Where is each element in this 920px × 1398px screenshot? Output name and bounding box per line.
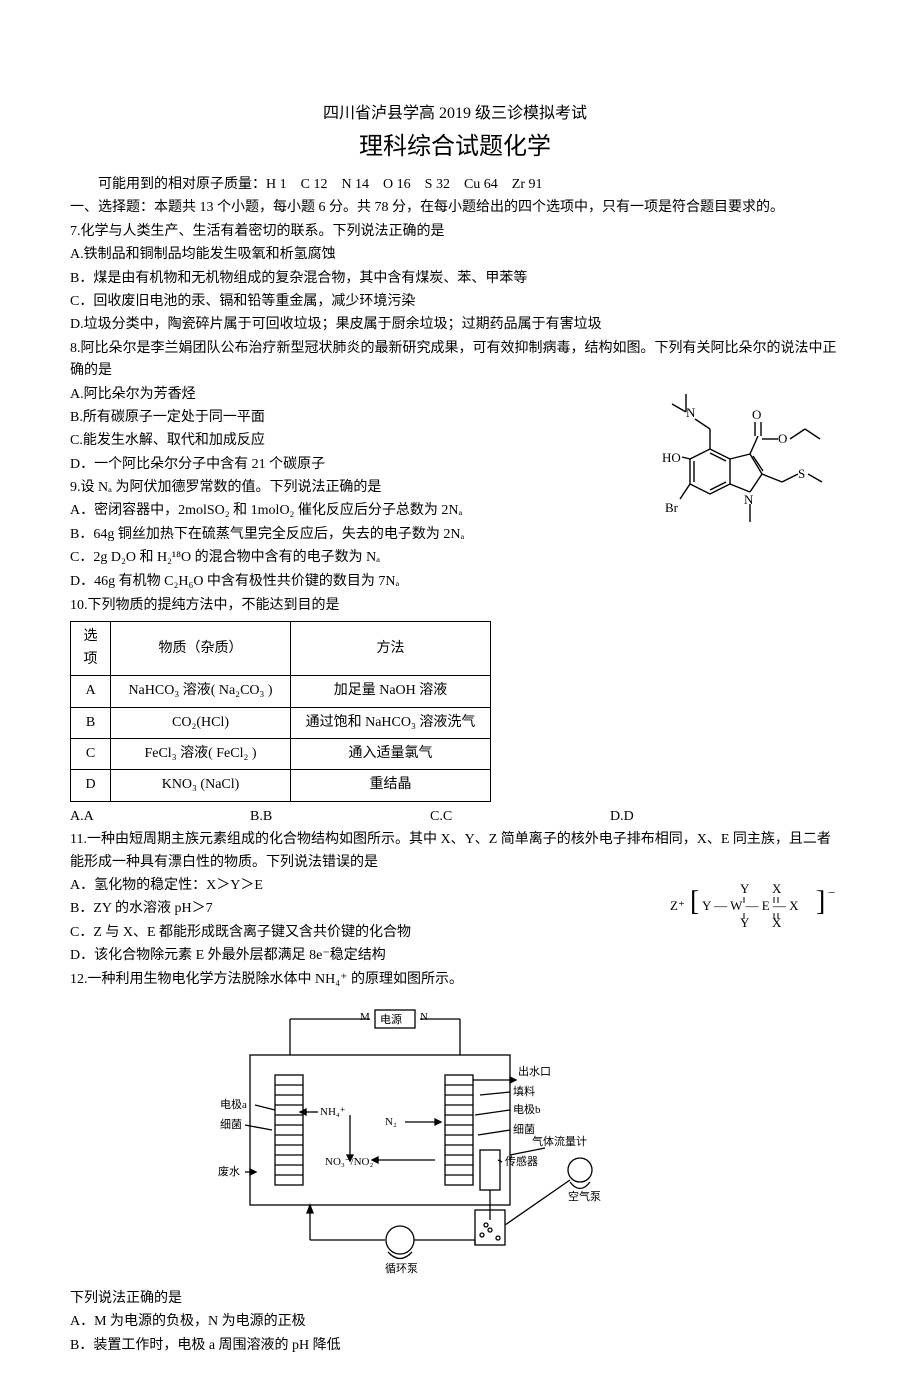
cell: 重结晶: [291, 770, 491, 801]
section1-instructions: 一、选择题：本题共 13 个小题，每小题 6 分。共 78 分，在每小题给出的四…: [70, 197, 840, 219]
svg-text:N: N: [686, 405, 696, 420]
table-row: DKNO₃ (NaCl)重结晶: [71, 770, 491, 801]
svg-text:Z⁺: Z⁺: [670, 898, 685, 913]
q10-opt-b: B.B: [250, 806, 430, 828]
svg-text:O: O: [778, 431, 787, 446]
q10-options: A.A B.B C.C D.D: [70, 806, 840, 828]
cell: 通入适量氯气: [291, 738, 491, 769]
svg-text:Br: Br: [665, 500, 679, 515]
svg-text:出水口: 出水口: [518, 1064, 551, 1078]
q12-stem: 12.一种利用生物电化学方法脱除水体中 NH₄⁺ 的原理如图所示。: [70, 969, 840, 991]
svg-text:−: −: [828, 885, 835, 900]
q10-table: 选项 物质（杂质） 方法 ANaHCO₃ 溶液( Na₂CO₃ )加足量 NaO…: [70, 621, 491, 801]
q7-stem: 7.化学与人类生产、生活有着密切的联系。下列说法正确的是: [70, 221, 840, 243]
table-row: ANaHCO₃ 溶液( Na₂CO₃ )加足量 NaOH 溶液: [71, 676, 491, 707]
svg-text:循环泵: 循环泵: [385, 1262, 418, 1275]
q10-h0: 选项: [71, 622, 111, 676]
svg-text:废水: 废水: [218, 1164, 240, 1178]
cell: D: [71, 770, 111, 801]
atomic-masses: 可能用到的相对原子质量：H 1 C 12 N 14 O 16 S 32 Cu 6…: [70, 174, 840, 196]
molecule-structure: HO Br N N O O S: [640, 364, 840, 564]
svg-text:电极a: 电极a: [220, 1097, 247, 1111]
q10-opt-c: C.C: [430, 806, 610, 828]
q7-opt-b: B．煤是由有机物和无机物组成的复杂混合物，其中含有煤炭、苯、甲苯等: [70, 268, 840, 290]
svg-text:N: N: [420, 1011, 428, 1023]
svg-text:Y — W — E — X: Y — W — E — X: [702, 898, 799, 913]
header-line2: 理科综合试题化学: [70, 128, 840, 166]
q10-opt-d: D.D: [610, 806, 790, 828]
svg-text:S: S: [798, 466, 805, 481]
svg-text:传感器: 传感器: [505, 1155, 538, 1168]
cell: FeCl₃ 溶液( FeCl₂ ): [111, 738, 291, 769]
cell: CO₂(HCl): [111, 707, 291, 738]
svg-text:N: N: [744, 492, 754, 507]
cell: A: [71, 676, 111, 707]
header-line1: 四川省泸县学高 2019 级三诊模拟考试: [70, 101, 840, 127]
svg-text:X: X: [772, 881, 782, 896]
table-row: CFeCl₃ 溶液( FeCl₂ )通入适量氯气: [71, 738, 491, 769]
q12-opt-a: A．M 为电源的负极，N 为电源的正极: [70, 1311, 840, 1333]
q11-stem: 11.一种由短周期主族元素组成的化合物结构如图所示。其中 X、Y、Z 简单离子的…: [70, 829, 840, 874]
q10-opt-a: A.A: [70, 806, 250, 828]
svg-text:O: O: [752, 407, 761, 422]
svg-text:电极b: 电极b: [513, 1102, 541, 1116]
q12-opt-b: B．装置工作时，电极 a 周围溶液的 pH 降低: [70, 1335, 840, 1357]
cell: 通过饱和 NaHCO₃ 溶液洗气: [291, 707, 491, 738]
svg-text:气体流量计: 气体流量计: [532, 1134, 587, 1148]
q10-h2: 方法: [291, 622, 491, 676]
q11-structure: Z⁺ [ Y — W — E — X Y Y X X ] −: [670, 875, 840, 942]
svg-text:NH₄⁺: NH₄⁺: [320, 1106, 346, 1118]
q7-opt-a: A.铁制品和铜制品均能发生吸氧和析氢腐蚀: [70, 244, 840, 266]
q10-stem: 10.下列物质的提纯方法中，不能达到目的是: [70, 595, 840, 617]
q7-opt-d: D.垃圾分类中，陶瓷碎片属于可回收垃圾；果皮属于厨余垃圾；过期药品属于有害垃圾: [70, 314, 840, 336]
cell: KNO₃ (NaCl): [111, 770, 291, 801]
svg-text:填料: 填料: [513, 1084, 535, 1098]
q7-opt-c: C．回收废旧电池的汞、镉和铅等重金属，减少环境污染: [70, 291, 840, 313]
cell: 加足量 NaOH 溶液: [291, 676, 491, 707]
cell: NaHCO₃ 溶液( Na₂CO₃ ): [111, 676, 291, 707]
svg-text:Y: Y: [740, 881, 750, 896]
q11-opt-d: D．该化合物除元素 E 外最外层都满足 8e⁻稳定结构: [70, 945, 840, 967]
svg-text:[: [: [690, 886, 699, 917]
cell: C: [71, 738, 111, 769]
svg-text:M: M: [360, 1011, 370, 1023]
svg-text:HO: HO: [662, 450, 681, 465]
q10-h1: 物质（杂质）: [111, 622, 291, 676]
svg-text:]: ]: [816, 886, 825, 917]
svg-text:细菌: 细菌: [513, 1123, 535, 1136]
table-header-row: 选项 物质（杂质） 方法: [71, 622, 491, 676]
svg-text:Y: Y: [740, 915, 750, 930]
cell: B: [71, 707, 111, 738]
electrochemical-diagram: 电源 M N 电极a 细菌 废水 NH₄⁺ N₂ NO₃⁻/NO₂⁻ 出水口: [210, 1000, 630, 1280]
svg-text:细菌: 细菌: [220, 1118, 242, 1131]
table-row: BCO₂(HCl)通过饱和 NaHCO₃ 溶液洗气: [71, 707, 491, 738]
svg-text:电源: 电源: [380, 1012, 402, 1026]
q12-followup: 下列说法正确的是: [70, 1288, 840, 1310]
svg-text:N₂: N₂: [385, 1116, 397, 1128]
svg-text:空气泵: 空气泵: [568, 1189, 601, 1203]
